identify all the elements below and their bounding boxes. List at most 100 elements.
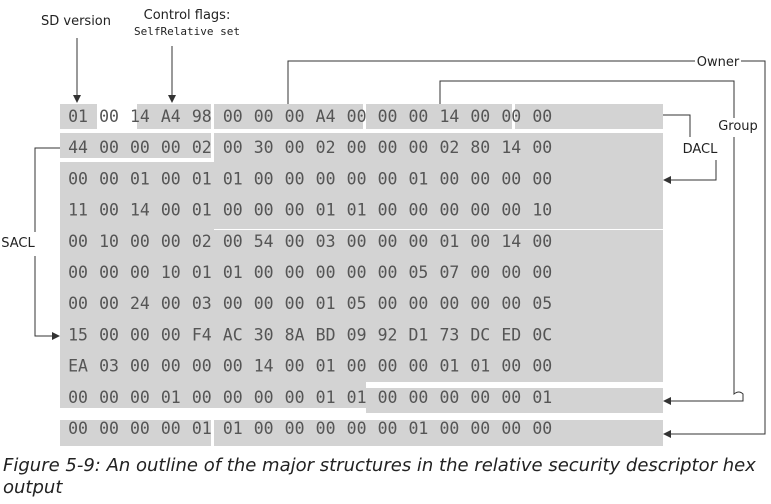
hex-byte: 00 <box>68 388 88 407</box>
hex-byte: 01 <box>347 388 367 407</box>
hex-byte: 00 <box>408 201 428 220</box>
hex-byte: 00 <box>161 357 181 376</box>
hex-byte: 09 <box>347 325 367 344</box>
hex-byte: 00 <box>99 325 119 344</box>
dacl-structure-block <box>60 230 663 408</box>
hex-byte: 01 <box>316 294 336 313</box>
hex-byte: 01 <box>192 169 212 188</box>
hex-byte: 73 <box>439 325 459 344</box>
hex-byte: 00 <box>285 201 305 220</box>
hex-byte: 00 <box>347 138 367 157</box>
hex-byte: 10 <box>99 232 119 251</box>
owner-label: Owner <box>697 55 740 70</box>
hex-byte: 00 <box>501 169 521 188</box>
owner-sid-block <box>366 388 663 413</box>
hex-byte: 00 <box>532 169 552 188</box>
hex-byte: 00 <box>68 263 88 282</box>
hex-byte: 00 <box>470 107 490 126</box>
hex-byte: 00 <box>532 263 552 282</box>
hex-byte: 00 <box>254 107 274 126</box>
hex-byte: 00 <box>408 294 428 313</box>
hex-byte: 00 <box>99 263 119 282</box>
hex-byte: 00 <box>99 107 119 126</box>
hex-byte: 00 <box>501 357 521 376</box>
hex-byte: 01 <box>316 201 336 220</box>
hex-byte: 00 <box>408 107 428 126</box>
hex-byte: AC <box>223 325 243 344</box>
hex-byte: 00 <box>130 232 150 251</box>
hex-byte: 02 <box>192 232 212 251</box>
hex-byte: 00 <box>470 419 490 438</box>
hex-byte: 00 <box>99 138 119 157</box>
control-flags-arrow <box>168 46 176 103</box>
hex-byte: 00 <box>130 419 150 438</box>
hex-byte: 00 <box>378 107 398 126</box>
hex-byte: 00 <box>439 201 459 220</box>
hex-byte: 02 <box>439 138 459 157</box>
hex-byte: A4 <box>316 107 336 126</box>
hex-byte: 00 <box>99 388 119 407</box>
sacl-label: SACL <box>1 236 35 251</box>
hex-byte: 01 <box>192 419 212 438</box>
hex-byte: 00 <box>470 201 490 220</box>
owner-connector <box>287 60 766 438</box>
hex-byte: 00 <box>378 419 398 438</box>
hex-byte: 00 <box>161 169 181 188</box>
hex-byte: 00 <box>316 169 336 188</box>
figure-caption: Figure 5-9: An outline of the major stru… <box>3 455 756 498</box>
hex-byte: ED <box>501 325 521 344</box>
hex-byte: 00 <box>347 107 367 126</box>
hex-byte: 01 <box>316 357 336 376</box>
hex-byte: 54 <box>254 232 274 251</box>
hex-grid: 01 00 14 A4 98 00 00 00 A4 00 00 00 14 00 00 00 44 00 00 00… <box>68 107 552 438</box>
hex-byte: 01 <box>68 107 88 126</box>
hex-byte: 00 <box>532 419 552 438</box>
hex-byte: 00 <box>192 357 212 376</box>
hex-byte: 00 <box>161 419 181 438</box>
hex-byte: 00 <box>254 388 274 407</box>
hex-byte: 00 <box>532 357 552 376</box>
hex-byte: 00 <box>470 169 490 188</box>
hex-byte: 00 <box>378 169 398 188</box>
dacl-label: DACL <box>683 142 719 157</box>
hex-byte: DC <box>470 325 490 344</box>
hex-byte: 02 <box>192 138 212 157</box>
hex-byte: 00 <box>285 232 305 251</box>
hex-byte: 01 <box>470 357 490 376</box>
hex-byte: 00 <box>161 138 181 157</box>
hex-byte: 00 <box>347 169 367 188</box>
hex-byte: 00 <box>99 169 119 188</box>
hex-byte: 00 <box>439 169 459 188</box>
structure-blocks <box>60 104 663 446</box>
hex-byte: 00 <box>68 232 88 251</box>
hex-byte: 00 <box>223 294 243 313</box>
hex-byte: 00 <box>254 263 274 282</box>
hex-byte: 00 <box>501 107 521 126</box>
hex-byte: 10 <box>161 263 181 282</box>
hex-byte: 01 <box>439 232 459 251</box>
hex-byte: 01 <box>532 388 552 407</box>
hex-byte: 14 <box>254 357 274 376</box>
hex-byte: D1 <box>408 325 428 344</box>
hex-byte: 98 <box>192 107 212 126</box>
hex-byte: 00 <box>316 263 336 282</box>
hex-byte: 05 <box>532 294 552 313</box>
group-label: Group <box>718 119 758 134</box>
hex-byte: 00 <box>439 419 459 438</box>
hex-byte: 92 <box>378 325 398 344</box>
hex-byte: A4 <box>161 107 181 126</box>
hex-byte: 01 <box>223 263 243 282</box>
hex-byte: 00 <box>285 107 305 126</box>
hex-byte: 14 <box>439 107 459 126</box>
hex-byte: 01 <box>161 388 181 407</box>
hex-byte: 00 <box>130 357 150 376</box>
hex-byte: 01 <box>347 201 367 220</box>
hex-byte: 00 <box>254 419 274 438</box>
hex-byte: 05 <box>408 263 428 282</box>
hex-byte: 00 <box>378 294 398 313</box>
hex-byte: 00 <box>285 388 305 407</box>
hex-byte: 00 <box>223 388 243 407</box>
hex-byte: 00 <box>130 388 150 407</box>
hex-byte: 24 <box>130 294 150 313</box>
hex-byte: 01 <box>408 169 428 188</box>
